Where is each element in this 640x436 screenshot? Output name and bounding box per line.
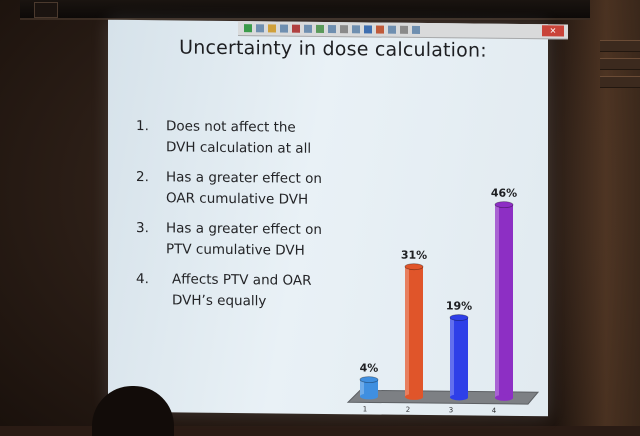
option-text: Does not affect the [166,118,296,136]
toolbar-icon[interactable] [412,25,420,34]
chart-bar-bottom [360,393,378,400]
toolbar-icon[interactable] [316,24,324,33]
response-bar-chart: 4% 1 31% 2 19% 3 46% 4 [346,187,540,415]
chart-bar-cap [449,314,469,321]
chart-bar-highlight [405,266,409,397]
option-number: 4. [136,270,149,288]
option-number: 1. [136,117,149,135]
chart-data-label: 4% [360,362,379,375]
toolbar-icon[interactable] [268,24,276,33]
chart-bar-highlight [450,317,454,398]
chart-data-label: 19% [446,299,472,312]
toolbar-icon[interactable] [256,24,264,33]
chart-data-label: 46% [491,187,517,200]
wall-vent [600,40,640,52]
option-number: 2. [136,168,149,186]
option-text: DVH’s equally [172,292,267,310]
answer-option-3: 3. Has a greater effect on PTV cumulative… [136,218,322,262]
option-number: 3. [136,219,149,237]
chart-tick-label: 4 [492,407,497,415]
toolbar-icon[interactable] [400,25,408,34]
option-text: Has a greater effect on [166,169,322,187]
chart-tick-label: 1 [363,405,367,413]
chart-tick-label: 3 [449,406,453,414]
option-text: PTV cumulative DVH [166,241,305,259]
wall-light [555,0,640,426]
toolbar-icon[interactable] [388,25,396,34]
wall-vent [600,58,640,70]
projector-screen-housing [20,0,590,20]
answer-option-1: 1. Does not affect the DVH calculation at… [136,116,322,160]
toolbar-icon[interactable] [364,25,372,34]
answer-option-4: 4. Affects PTV and OAR DVH’s equally [136,269,322,313]
screen-housing-cap [34,2,58,18]
toolbar-icon[interactable] [376,25,384,34]
chart-bar-body [495,204,513,398]
toolbar-icon[interactable] [340,25,348,34]
projected-slide: ✕ Uncertainty in dose calculation: 1. Doe… [108,19,568,417]
toolbar-icon[interactable] [292,24,300,33]
chart-bar-cap [359,376,379,384]
toolbar-icon[interactable] [352,25,360,34]
option-text: DVH calculation at all [166,139,312,157]
chart-tick-label: 2 [406,406,410,414]
chart-bar-bottom [405,393,423,400]
chart-data-label: 31% [401,249,427,262]
chart-bar-highlight [495,204,499,398]
close-button[interactable]: ✕ [542,25,564,37]
answer-option-2: 2. Has a greater effect on OAR cumulative… [136,167,322,211]
answer-options: 1. Does not affect the DVH calculation at… [136,116,322,322]
toolbar-icon[interactable] [304,24,312,33]
toolbar-icon[interactable] [244,24,252,33]
chart-bar-body [405,266,423,397]
chart-bar-bottom [495,394,513,401]
wall-vent [600,76,640,88]
chart-bar-bottom [450,394,468,401]
toolbar-icon[interactable] [280,24,288,33]
chart-base-platform [346,389,540,405]
toolbar-icon[interactable] [328,25,336,34]
option-text: OAR cumulative DVH [166,190,309,208]
option-text: Has a greater effect on [166,220,322,238]
option-text: Affects PTV and OAR [172,271,312,289]
slide-title: Uncertainty in dose calculation: [179,36,487,62]
chart-bar-body [360,379,378,397]
chart-bar-cap [404,263,424,271]
chart-bar-cap [494,201,514,209]
chart-bar-highlight [360,379,364,397]
chart-bar-body [450,317,468,398]
